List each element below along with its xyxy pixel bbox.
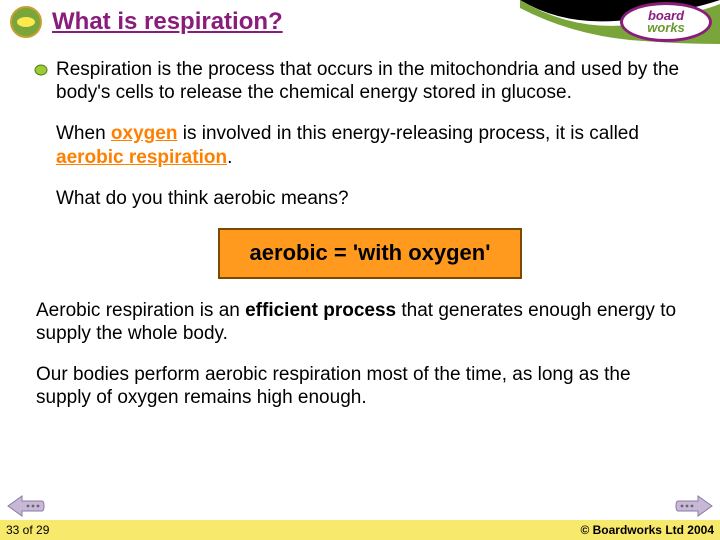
para2-post: . xyxy=(227,147,232,168)
para3-text: What do you think aerobic means? xyxy=(56,188,349,209)
para4-pre: Aerobic respiration is an xyxy=(36,300,245,321)
para5-text: Our bodies perform aerobic respiration m… xyxy=(36,364,631,408)
keyword-oxygen: oxygen xyxy=(111,123,178,144)
paragraph-3: What do you think aerobic means? xyxy=(56,187,684,210)
title-bullet-icon xyxy=(10,6,42,38)
paragraph-5: Our bodies perform aerobic respiration m… xyxy=(36,363,684,409)
next-slide-button[interactable] xyxy=(672,492,716,520)
prev-slide-button[interactable] xyxy=(4,492,48,520)
page-number: 33 of 29 xyxy=(6,523,49,537)
para1-text: Respiration is the process that occurs i… xyxy=(56,59,679,103)
keyword-efficient: efficient process xyxy=(245,300,396,321)
bullet-icon xyxy=(34,63,48,77)
slide-footer: 33 of 29 © Boardworks Ltd 2004 xyxy=(0,520,720,540)
para2-pre: When xyxy=(56,123,111,144)
para2-mid: is involved in this energy-releasing pro… xyxy=(177,123,639,144)
slide-title: What is respiration? xyxy=(52,8,283,36)
boardworks-logo: board works xyxy=(620,2,712,42)
copyright-text: © Boardworks Ltd 2004 xyxy=(580,523,714,537)
keyword-aerobic-respiration: aerobic respiration xyxy=(56,147,227,168)
paragraph-2: When oxygen is involved in this energy-r… xyxy=(56,122,684,168)
paragraph-1: Respiration is the process that occurs i… xyxy=(56,58,684,104)
slide-header: What is respiration? board works xyxy=(0,0,720,44)
paragraph-4: Aerobic respiration is an efficient proc… xyxy=(36,299,684,345)
logo-text-bottom: works xyxy=(647,22,685,34)
slide-content: Respiration is the process that occurs i… xyxy=(0,44,720,409)
definition-callout: aerobic = 'with oxygen' xyxy=(218,228,523,279)
